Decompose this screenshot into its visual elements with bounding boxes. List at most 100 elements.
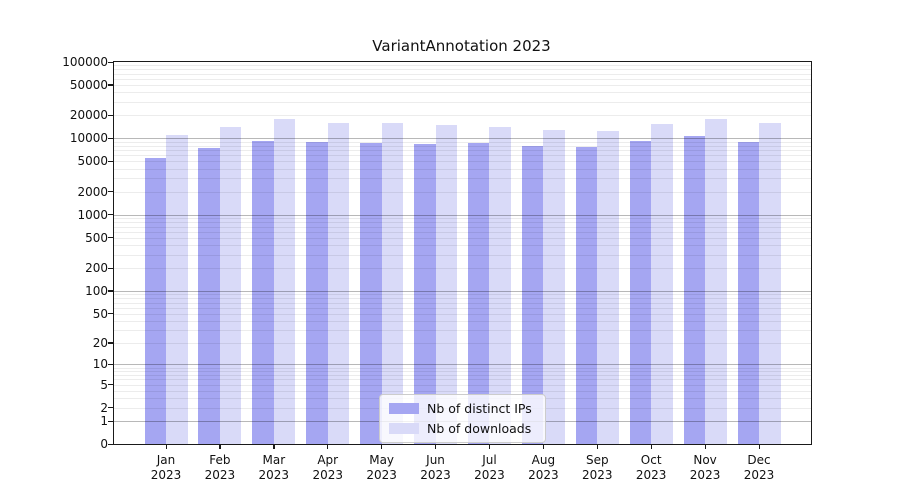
y-tick-mark-1: [108, 420, 113, 422]
y-tick-label-2000: 2000: [77, 184, 108, 199]
minor-gridline-2000: [114, 191, 811, 193]
bar-distinct-ips-oct-2023: [629, 140, 652, 444]
legend-swatch-distinct-ips-icon: [389, 403, 419, 414]
bar-distinct-ips-sep-2023: [575, 147, 598, 444]
x-tick-label-feb-2023: Feb 2023: [204, 453, 236, 482]
minor-gridline-8: [114, 371, 811, 373]
minor-gridline-400: [114, 245, 811, 247]
bar-distinct-ips-may-2023: [360, 143, 382, 444]
minor-gridline-600: [114, 231, 811, 233]
bar-distinct-ips-feb-2023: [198, 147, 220, 444]
x-tick-mark-jul-2023: [488, 444, 491, 449]
legend-item-downloads: Nb of downloads: [389, 421, 536, 436]
y-tick-label-200: 200: [85, 261, 108, 276]
minor-gridline-7: [114, 375, 811, 376]
bar-downloads-jan-2023: [166, 135, 188, 444]
minor-gridline-500: [114, 237, 811, 239]
y-tick-mark-50: [108, 313, 113, 315]
x-tick-label-jan-2023: Jan 2023: [150, 453, 182, 482]
bars-layer: [114, 62, 811, 444]
bar-downloads-mar-2023: [273, 119, 296, 444]
minor-gridline-6000: [114, 155, 811, 157]
x-tick-label-dec-2023: Dec 2023: [743, 453, 775, 482]
minor-gridline-800: [114, 222, 811, 224]
y-tick-mark-20000: [108, 114, 113, 117]
y-tick-mark-0: [108, 443, 113, 445]
minor-gridline-9000: [114, 141, 811, 143]
x-tick-label-jun-2023: Jun 2023: [420, 453, 451, 482]
minor-gridline-8000: [114, 145, 811, 147]
legend: Nb of distinct IPs Nb of downloads: [379, 394, 546, 443]
x-tick-label-sep-2023: Sep 2023: [581, 453, 613, 482]
minor-gridline-20: [114, 342, 811, 344]
bar-downloads-nov-2023: [705, 119, 727, 444]
y-tick-mark-1000: [108, 214, 113, 216]
minor-gridline-7000: [114, 150, 811, 152]
bar-distinct-ips-dec-2023: [737, 141, 759, 444]
y-tick-mark-50000: [108, 84, 113, 86]
x-tick-label-aug-2023: Aug 2023: [528, 453, 559, 482]
minor-gridline-3000: [114, 178, 811, 180]
y-tick-mark-10: [108, 363, 113, 366]
y-tick-label-50000: 50000: [69, 77, 108, 92]
bar-downloads-may-2023: [381, 122, 404, 444]
y-tick-label-20000: 20000: [69, 108, 108, 123]
y-tick-label-10: 10: [92, 357, 108, 372]
x-tick-label-nov-2023: Nov 2023: [689, 453, 721, 482]
x-tick-mark-mar-2023: [273, 444, 275, 449]
major-gridline-1000: [114, 214, 811, 216]
bar-distinct-ips-apr-2023: [306, 141, 328, 444]
bar-distinct-ips-nov-2023: [683, 135, 706, 444]
minor-gridline-30000: [114, 101, 811, 103]
bar-downloads-oct-2023: [651, 123, 673, 444]
minor-gridline-20000: [114, 115, 811, 117]
y-tick-mark-2: [108, 407, 113, 409]
minor-gridline-80000: [114, 69, 811, 71]
minor-gridline-70: [114, 302, 811, 304]
x-tick-mark-oct-2023: [650, 444, 652, 449]
minor-gridline-90: [114, 294, 811, 296]
y-tick-mark-2000: [108, 191, 113, 193]
x-tick-label-apr-2023: Apr 2023: [312, 453, 343, 482]
y-tick-label-1: 1: [100, 414, 108, 428]
major-gridline-10: [114, 364, 811, 366]
bar-distinct-ips-jul-2023: [467, 143, 490, 444]
bar-distinct-ips-aug-2023: [521, 145, 544, 444]
minor-gridline-50000: [114, 84, 811, 86]
y-tick-label-100000: 100000: [62, 55, 108, 69]
legend-label-downloads: Nb of downloads: [427, 421, 532, 436]
y-tick-label-100: 100: [85, 283, 108, 298]
y-tick-mark-100000: [108, 61, 113, 63]
major-gridline-10000: [114, 138, 811, 140]
y-tick-mark-100: [108, 290, 113, 292]
bar-distinct-ips-jun-2023: [414, 143, 436, 444]
minor-gridline-200: [114, 268, 811, 270]
y-tick-mark-10000: [108, 137, 113, 140]
x-tick-mark-sep-2023: [596, 444, 598, 449]
axis-layer: 0 1 2 5 10 20 50 100 200 500 1000 2000 5000 10000 2000…: [62, 56, 811, 482]
y-tick-mark-500: [108, 237, 113, 239]
minor-gridline-5: [114, 384, 811, 386]
minor-gridline-60: [114, 307, 811, 309]
minor-gridline-6: [114, 379, 811, 381]
minor-gridline-4: [114, 390, 811, 392]
x-tick-label-mar-2023: Mar 2023: [258, 453, 290, 482]
minor-gridline-30: [114, 330, 811, 332]
y-tick-label-2: 2: [100, 400, 108, 415]
x-tick-mark-feb-2023: [219, 444, 221, 449]
minor-gridline-5000: [114, 161, 811, 163]
bar-downloads-dec-2023: [759, 123, 781, 444]
bar-distinct-ips-mar-2023: [252, 140, 274, 444]
minor-gridline-50: [114, 313, 811, 315]
plot-area: 0 1 2 5 10 20 50 100 200 500 1000 2000 5000 10000 2000…: [62, 56, 812, 482]
x-tick-label-may-2023: May 2023: [366, 453, 397, 482]
x-tick-mark-apr-2023: [327, 444, 329, 449]
y-tick-mark-200: [108, 267, 113, 269]
x-tick-mark-jun-2023: [435, 444, 437, 449]
minor-gridline-700: [114, 226, 811, 228]
y-tick-label-10000: 10000: [69, 131, 108, 146]
y-tick-label-5: 5: [100, 377, 108, 392]
bar-downloads-feb-2023: [219, 126, 242, 444]
chart-title: VariantAnnotation 2023: [372, 37, 551, 55]
